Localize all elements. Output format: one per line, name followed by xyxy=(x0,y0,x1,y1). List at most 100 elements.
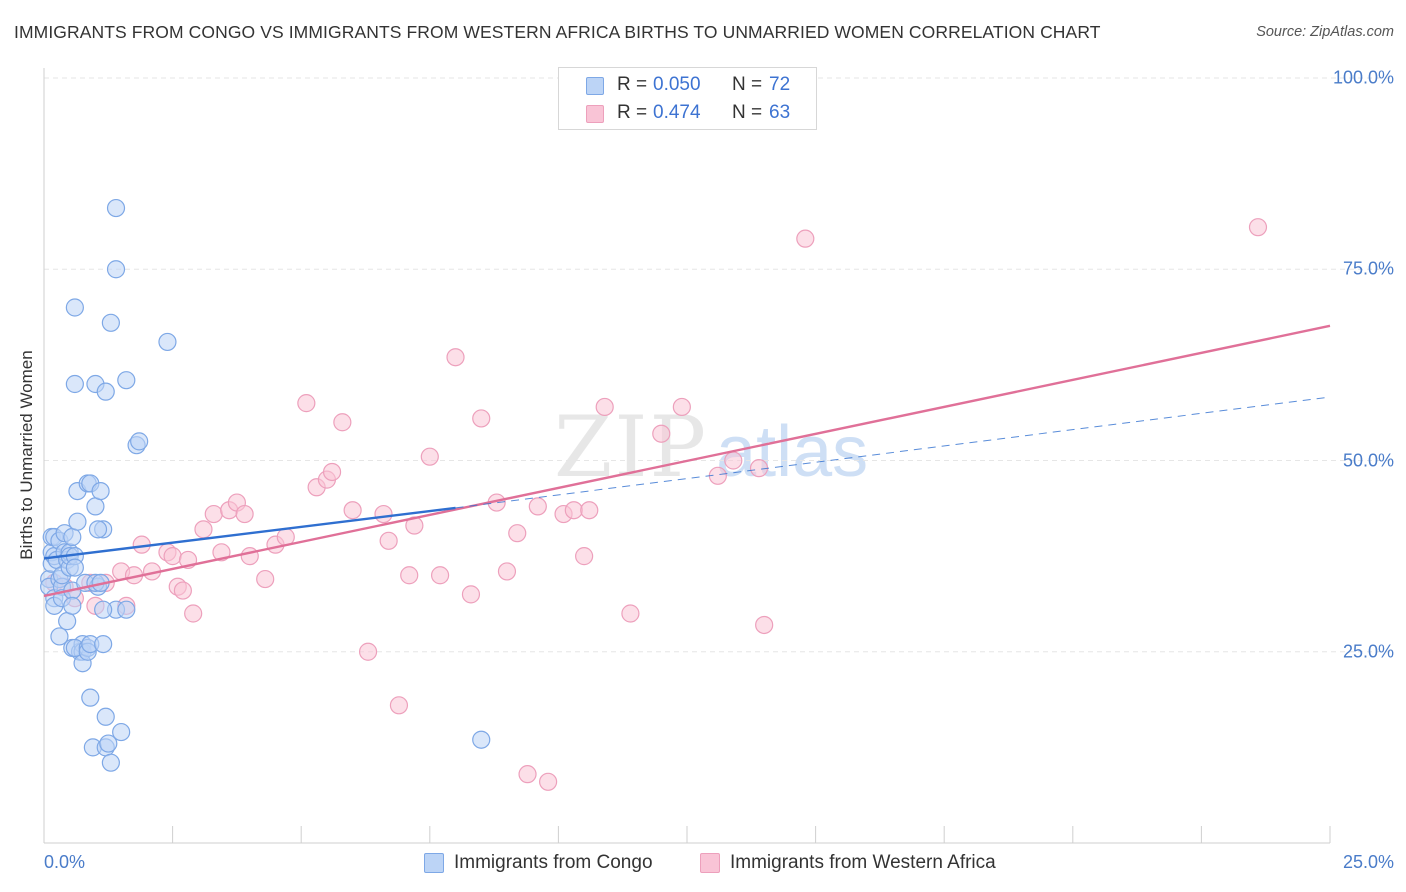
congo-point xyxy=(63,527,82,547)
congo-swatch-icon xyxy=(586,77,604,95)
western-africa-point xyxy=(672,397,691,417)
chart-title: IMMIGRANTS FROM CONGO VS IMMIGRANTS FROM… xyxy=(14,22,1101,42)
western-africa-point xyxy=(755,615,774,635)
congo-point xyxy=(50,627,69,646)
congo-point xyxy=(65,374,84,394)
western-africa-point xyxy=(184,604,203,623)
western-africa-point xyxy=(235,504,254,524)
congo-point xyxy=(117,371,136,390)
stats-n-value: 72 xyxy=(769,74,791,95)
congo-point xyxy=(58,612,77,631)
y-axis-label: Births to Unmarried Women xyxy=(17,350,36,560)
y-tick-label-75: 75.0% xyxy=(1342,258,1394,279)
western-africa-point xyxy=(749,459,769,478)
western-africa-point xyxy=(472,409,491,428)
congo-point xyxy=(88,520,108,539)
source-credit: Source: ZipAtlas.com xyxy=(1256,24,1394,40)
western-africa-point xyxy=(420,447,439,466)
congo-point xyxy=(117,600,136,619)
western-africa-point xyxy=(508,524,527,543)
congo-point xyxy=(99,734,118,753)
y-tick-label-25: 25.0% xyxy=(1342,641,1394,662)
congo-point xyxy=(81,688,100,707)
western-africa-point xyxy=(333,413,352,432)
stats-r-label: R = xyxy=(617,102,648,123)
congo-point xyxy=(158,332,177,352)
congo-trend-line-extension xyxy=(455,396,1331,509)
congo-point xyxy=(472,730,491,749)
western-africa-point xyxy=(497,562,517,581)
axes xyxy=(43,68,1331,844)
congo-point xyxy=(86,497,105,516)
correlation-stats-box: R = 0.050 N = 72 R = 0.474 N = 63 xyxy=(558,67,817,130)
stats-r-value: 0.050 xyxy=(653,74,701,95)
western-africa-point xyxy=(446,348,465,367)
western-africa-point xyxy=(297,394,316,413)
stats-row-western-africa: R = 0.474 N = 63 xyxy=(559,101,816,127)
congo-point xyxy=(106,260,126,279)
stats-n-value: 63 xyxy=(769,102,791,123)
western-africa-point xyxy=(539,772,558,791)
western-africa-point xyxy=(374,504,393,524)
western-africa-point xyxy=(322,462,342,482)
western-africa-point xyxy=(621,604,640,623)
stats-row-congo: R = 0.050 N = 72 xyxy=(559,73,816,99)
western-africa-point xyxy=(461,585,481,604)
western-africa-point xyxy=(173,581,192,600)
western-africa-point xyxy=(430,566,450,585)
western-africa-point xyxy=(518,765,537,784)
congo-point xyxy=(96,707,115,726)
western-africa-point xyxy=(580,501,599,520)
western-africa-point xyxy=(400,566,419,585)
congo-point xyxy=(91,482,110,501)
western-africa-legend-swatch-icon xyxy=(700,853,720,873)
congo-point xyxy=(101,313,120,332)
x-tick-label-min: 0.0% xyxy=(44,852,86,872)
congo-point xyxy=(65,298,84,317)
western-africa-point xyxy=(204,504,223,524)
trend-lines xyxy=(43,324,1331,598)
western-africa-point xyxy=(575,547,594,566)
western-africa-point xyxy=(194,520,213,539)
western-africa-point xyxy=(343,501,362,520)
data-points xyxy=(40,198,1268,791)
western-africa-point xyxy=(379,531,398,550)
western-africa-point xyxy=(724,451,743,470)
y-tick-label-100: 100.0% xyxy=(1332,67,1394,88)
congo-point xyxy=(112,722,131,742)
y-tick-label-50: 50.0% xyxy=(1342,450,1394,470)
congo-point xyxy=(94,634,113,654)
western-africa-point xyxy=(240,547,259,566)
legend-label: Immigrants from Western Africa xyxy=(730,852,996,873)
stats-n-label: N = xyxy=(732,102,763,123)
congo-point xyxy=(63,596,82,615)
stats-r-value: 0.474 xyxy=(653,102,701,123)
western-africa-point xyxy=(1248,218,1268,237)
western-africa-trend-line xyxy=(43,324,1331,598)
legend-label: Immigrants from Congo xyxy=(454,852,653,873)
western-africa-point xyxy=(358,642,378,661)
western-africa-point xyxy=(163,547,182,566)
western-africa-swatch-icon xyxy=(586,105,604,123)
congo-point xyxy=(65,558,84,577)
western-africa-point xyxy=(652,424,671,443)
congo-point xyxy=(94,600,113,619)
congo-trend-line xyxy=(43,506,456,560)
congo-point xyxy=(106,198,126,218)
western-africa-point xyxy=(256,569,275,589)
western-africa-point xyxy=(564,501,583,520)
congo-point xyxy=(96,382,115,401)
western-africa-point xyxy=(528,497,547,516)
western-africa-point xyxy=(595,397,614,417)
legend: Immigrants from Congo Immigrants from We… xyxy=(0,851,1406,879)
congo-legend-swatch-icon xyxy=(424,853,444,873)
x-tick-label-max: 25.0% xyxy=(1342,852,1394,872)
stats-r-label: R = xyxy=(617,74,648,95)
gridlines xyxy=(44,77,1392,653)
congo-point xyxy=(130,432,149,451)
western-africa-point xyxy=(796,229,815,248)
western-africa-point xyxy=(389,696,409,715)
congo-point xyxy=(101,753,120,772)
congo-point xyxy=(68,512,87,531)
